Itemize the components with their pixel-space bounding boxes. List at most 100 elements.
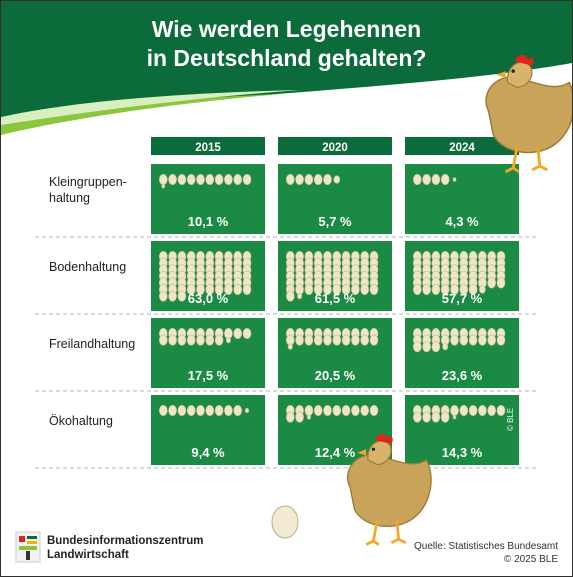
row-label-line: Bodenhaltung: [49, 260, 126, 274]
egg-mark: [341, 283, 351, 295]
value-label: 10,1 %: [188, 214, 229, 229]
egg-mark: [351, 404, 360, 416]
egg-group: [412, 327, 506, 353]
egg-mark: [168, 290, 177, 302]
value-label: 14,3 %: [442, 445, 483, 460]
egg-mark: [450, 334, 459, 346]
egg-mark: [487, 334, 497, 346]
egg-mark: [285, 174, 295, 186]
egg-mark: [468, 404, 478, 416]
value-label: 23,6 %: [442, 368, 483, 383]
egg-mark: [224, 174, 233, 186]
column-header-2020: 2020: [322, 142, 348, 154]
header-banner: [1, 1, 572, 135]
egg-mark: [242, 174, 252, 186]
egg-group: [159, 251, 252, 302]
egg-mark: [159, 334, 168, 346]
egg-group: [285, 404, 379, 423]
egg-mark: [332, 334, 342, 346]
egg-mark: [159, 174, 168, 186]
egg-mark: [440, 283, 450, 295]
source-line-1: Quelle: Statistisches Bundesamt: [414, 541, 558, 552]
egg-mark: [422, 411, 431, 423]
egg-mark: [360, 283, 370, 295]
egg-mark: [459, 334, 469, 346]
egg-mark: [313, 174, 323, 186]
egg-mark: [304, 334, 314, 346]
egg-mark: [412, 283, 422, 295]
egg-mark: [306, 414, 311, 420]
egg-mark: [351, 334, 360, 346]
egg-mark: [233, 174, 242, 186]
egg-mark: [214, 283, 224, 295]
hen-body: [347, 454, 432, 527]
egg-mark: [431, 341, 441, 353]
egg-mark: [304, 174, 314, 186]
row-label-line: haltung: [49, 191, 90, 205]
egg-mark: [450, 404, 459, 416]
egg-group: [412, 251, 506, 295]
column-header-bg: [278, 137, 392, 155]
row-label: Kleingruppen-haltung: [49, 175, 127, 205]
egg-mark: [159, 290, 168, 302]
egg-mark: [214, 174, 224, 186]
value-label: 9,4 %: [191, 445, 225, 460]
column-header-bg: [405, 137, 519, 155]
brand-icon: [15, 531, 41, 563]
egg-group: [159, 174, 252, 189]
egg-mark: [440, 174, 450, 186]
egg-mark: [431, 283, 441, 295]
egg-mark: [360, 404, 370, 416]
egg-mark: [440, 411, 450, 423]
egg-mark: [323, 404, 332, 416]
egg-mark: [186, 283, 196, 295]
egg-mark: [459, 283, 469, 295]
egg-mark: [412, 174, 422, 186]
hen-head: [506, 61, 533, 88]
egg-mark: [224, 404, 233, 416]
egg-mark: [205, 174, 215, 186]
egg-mark: [233, 327, 242, 339]
egg-mark: [297, 293, 303, 300]
egg-group: [412, 404, 506, 423]
egg-mark: [214, 404, 224, 416]
value-label: 20,5 %: [315, 368, 356, 383]
brand-line-1: Bundesinformationszentrum: [47, 535, 204, 547]
egg-mark: [496, 277, 506, 289]
egg-mark: [412, 341, 422, 353]
row-label: Bodenhaltung: [49, 260, 126, 274]
row-label: Ökohaltung: [49, 414, 113, 428]
egg-mark: [487, 277, 497, 289]
egg-mark: [225, 337, 231, 344]
row-label-line: Kleingruppen-: [49, 175, 127, 189]
egg-mark: [459, 404, 469, 416]
hen-body: [485, 76, 572, 154]
egg-mark: [468, 334, 478, 346]
egg-mark: [452, 414, 457, 420]
hen-comb: [515, 54, 534, 66]
page-title: Wie werden Legehennen in Deutschland geh…: [1, 15, 572, 73]
egg-mark: [468, 283, 478, 295]
egg-mark: [332, 404, 342, 416]
value-label: 57,7 %: [442, 291, 483, 306]
egg-mark: [233, 283, 242, 295]
egg-mark: [341, 404, 351, 416]
egg-group: [285, 174, 341, 186]
source-line-2: © 2025 BLE: [503, 554, 558, 565]
egg-mark: [478, 404, 487, 416]
hen-head: [367, 440, 392, 466]
egg-mark: [487, 404, 497, 416]
egg-group: [159, 327, 252, 346]
egg-mark: [450, 283, 459, 295]
egg-mark: [452, 177, 457, 182]
egg-mark: [442, 343, 449, 351]
egg-mark: [177, 174, 187, 186]
hen-eye: [511, 69, 515, 73]
egg-mark: [422, 174, 431, 186]
egg-mark: [496, 334, 506, 346]
egg-mark: [422, 341, 431, 353]
egg-mark: [431, 411, 441, 423]
egg-mark: [186, 174, 196, 186]
hen-illustration-top: [485, 54, 572, 174]
egg-mark: [341, 334, 351, 346]
